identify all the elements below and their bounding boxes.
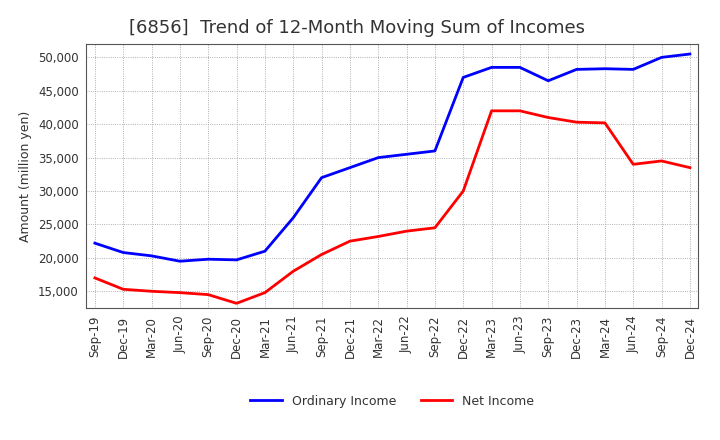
Net Income	[544, 115, 552, 120]
Net Income	[459, 188, 467, 194]
Net Income	[600, 120, 609, 125]
Legend: Ordinary Income, Net Income: Ordinary Income, Net Income	[246, 390, 539, 413]
Ordinary Income	[516, 65, 524, 70]
Net Income	[572, 120, 581, 125]
Net Income	[148, 289, 156, 294]
Ordinary Income	[544, 78, 552, 84]
Ordinary Income	[233, 257, 241, 263]
Net Income	[119, 286, 127, 292]
Net Income	[318, 252, 326, 257]
Ordinary Income	[685, 51, 694, 57]
Net Income	[402, 228, 411, 234]
Line: Ordinary Income: Ordinary Income	[95, 54, 690, 261]
Ordinary Income	[318, 175, 326, 180]
Ordinary Income	[657, 55, 666, 60]
Ordinary Income	[346, 165, 354, 170]
Net Income	[261, 290, 269, 295]
Ordinary Income	[119, 250, 127, 255]
Net Income	[374, 234, 382, 239]
Net Income	[91, 275, 99, 281]
Net Income	[657, 158, 666, 164]
Net Income	[516, 108, 524, 114]
Ordinary Income	[487, 65, 496, 70]
Ordinary Income	[91, 241, 99, 246]
Net Income	[629, 161, 637, 167]
Net Income	[685, 165, 694, 170]
Net Income	[204, 292, 212, 297]
Ordinary Income	[289, 215, 297, 220]
Net Income	[233, 301, 241, 306]
Ordinary Income	[431, 148, 439, 154]
Ordinary Income	[629, 67, 637, 72]
Ordinary Income	[204, 257, 212, 262]
Line: Net Income: Net Income	[95, 111, 690, 303]
Net Income	[487, 108, 496, 114]
Ordinary Income	[374, 155, 382, 160]
Ordinary Income	[600, 66, 609, 71]
Text: [6856]  Trend of 12-Month Moving Sum of Incomes: [6856] Trend of 12-Month Moving Sum of I…	[130, 19, 585, 37]
Net Income	[289, 268, 297, 274]
Ordinary Income	[176, 259, 184, 264]
Net Income	[346, 238, 354, 244]
Net Income	[431, 225, 439, 231]
Net Income	[176, 290, 184, 295]
Y-axis label: Amount (million yen): Amount (million yen)	[19, 110, 32, 242]
Ordinary Income	[261, 249, 269, 254]
Ordinary Income	[402, 152, 411, 157]
Ordinary Income	[148, 253, 156, 259]
Ordinary Income	[572, 67, 581, 72]
Ordinary Income	[459, 75, 467, 80]
